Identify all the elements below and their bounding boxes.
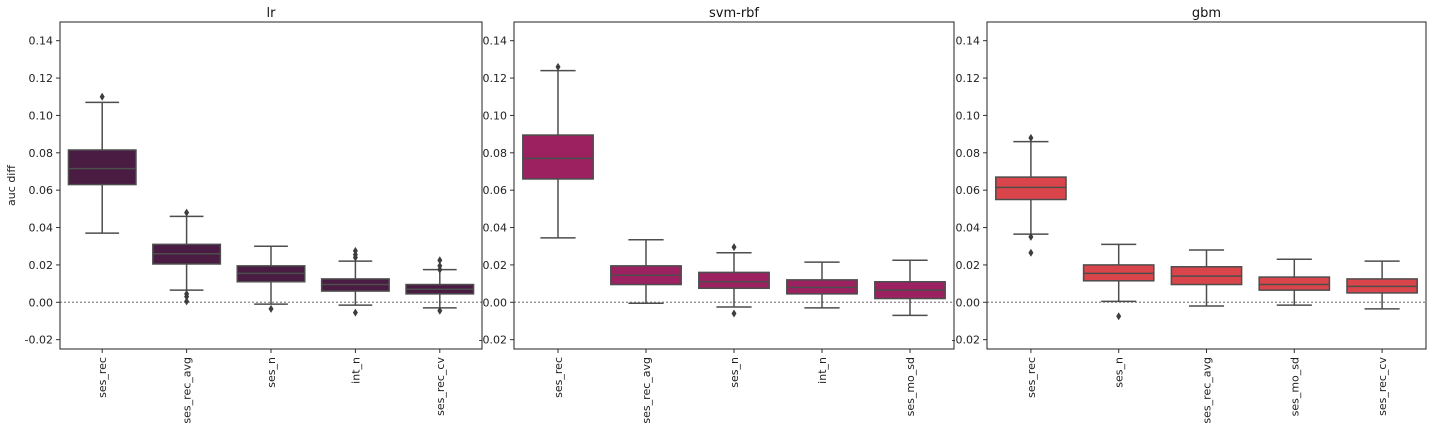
outlier-point <box>184 208 190 217</box>
y-tick-label: -0.02 <box>25 334 53 347</box>
box-iqr <box>698 271 770 290</box>
box-ses_n <box>1082 243 1155 321</box>
outlier-point <box>731 243 737 252</box>
outlier-point <box>1116 312 1122 321</box>
panel-3: -0.02 0.00 0.02 0.04 0.06 0.08 0.10 0.12 0.14 gbm… <box>952 6 1427 424</box>
y-tick-label: 0.00 <box>483 296 508 309</box>
box-ses_rec_cv <box>1346 260 1418 310</box>
x-tick-label: ses_rec_avg <box>181 357 194 424</box>
y-axis-label: auc diff <box>5 165 18 206</box>
x-tick-label: ses_n <box>1113 357 1126 388</box>
x-tick-label: ses_n <box>265 357 278 388</box>
outlier-point <box>268 304 274 313</box>
box-iqr <box>67 149 137 186</box>
y-tick-label: 0.02 <box>483 259 508 272</box>
box-iqr <box>995 176 1067 201</box>
y-tick-label: 0.06 <box>956 184 981 197</box>
box-ses_rec_avg <box>1170 249 1243 307</box>
box-ses_rec <box>67 92 137 234</box>
box-ses_rec_avg <box>610 238 682 304</box>
outlier-point <box>437 306 443 315</box>
x-tick-label: ses_n <box>728 357 741 388</box>
y-tick-label: 0.10 <box>956 109 981 122</box>
outlier-point <box>184 297 190 306</box>
outlier-point <box>352 253 358 262</box>
y-tick-label: 0.08 <box>29 147 54 160</box>
plot-frame <box>59 21 483 350</box>
outlier-point <box>731 309 737 318</box>
box-iqr <box>1258 276 1331 291</box>
box-ses_rec <box>522 62 594 239</box>
outlier-point <box>437 265 443 274</box>
box-ses_rec <box>995 133 1067 257</box>
y-tick-label: 0.12 <box>483 72 508 85</box>
x-tick-label: ses_rec <box>1025 357 1038 398</box>
y-tick-label: 0.02 <box>956 259 981 272</box>
outlier-point <box>555 62 561 71</box>
y-tick-label: 0.12 <box>956 72 981 85</box>
y-tick-label: 0.10 <box>29 109 54 122</box>
chart-title: svm-rbf <box>709 6 759 21</box>
y-tick-label: -0.02 <box>952 334 980 347</box>
y-tick-label: 0.08 <box>483 147 508 160</box>
y-tick-label: -0.02 <box>479 334 507 347</box>
box-ses_rec_avg <box>152 208 222 306</box>
y-tick-label: 0.06 <box>483 184 508 197</box>
x-tick-label: ses_mo_sd <box>1288 357 1301 416</box>
y-tick-label: 0.12 <box>29 72 54 85</box>
y-tick-label: 0.14 <box>956 35 981 48</box>
x-tick-label: ses_rec_cv <box>1376 357 1389 416</box>
y-tick-label: 0.14 <box>483 35 508 48</box>
box-ses_mo_sd <box>1258 258 1331 306</box>
box-int_n <box>786 261 858 309</box>
y-tick-label: 0.08 <box>956 147 981 160</box>
plot-frame <box>513 21 955 350</box>
chart-title: gbm <box>1192 6 1221 21</box>
y-tick-label: 0.02 <box>29 259 54 272</box>
x-tick-label: ses_rec_cv <box>434 357 447 416</box>
outlier-point <box>1028 232 1034 241</box>
y-tick-label: 0.14 <box>29 35 54 48</box>
x-tick-label: ses_rec_avg <box>640 357 653 424</box>
outlier-point <box>184 292 190 301</box>
box-ses_mo_sd <box>874 259 946 317</box>
outlier-point <box>352 308 358 317</box>
panel-2: -0.02 0.00 0.02 0.04 0.06 0.08 0.10 0.12 0.14 svm… <box>479 6 955 424</box>
box-ses_n <box>236 245 306 313</box>
outlier-point <box>1028 248 1034 257</box>
outlier-point <box>1028 133 1034 142</box>
x-tick-label: int_n <box>816 357 829 384</box>
box-ses_rec_cv <box>405 256 475 315</box>
y-tick-label: 0.04 <box>956 222 981 235</box>
y-tick-label: 0.00 <box>29 296 54 309</box>
x-tick-label: ses_rec_avg <box>1201 357 1214 424</box>
plot-frame <box>986 21 1427 350</box>
y-tick-label: 0.06 <box>29 184 54 197</box>
box-iqr <box>522 134 594 180</box>
x-tick-label: ses_rec <box>552 357 565 398</box>
x-tick-label: ses_mo_sd <box>904 357 917 416</box>
x-tick-label: ses_rec <box>96 357 109 398</box>
panel-1: -0.02 0.00 0.02 0.04 0.06 0.08 0.10 0.12 0.14 lr a… <box>5 6 483 424</box>
box-int_n <box>320 246 390 317</box>
box-ses_n <box>698 243 770 318</box>
outlier-point <box>437 256 443 265</box>
y-tick-label: 0.00 <box>956 296 981 309</box>
y-tick-label: 0.04 <box>29 222 54 235</box>
chart-title: lr <box>267 6 277 21</box>
x-tick-label: int_n <box>349 357 362 384</box>
y-tick-label: 0.04 <box>483 222 508 235</box>
outlier-point <box>99 92 105 101</box>
y-tick-label: 0.10 <box>483 109 508 122</box>
